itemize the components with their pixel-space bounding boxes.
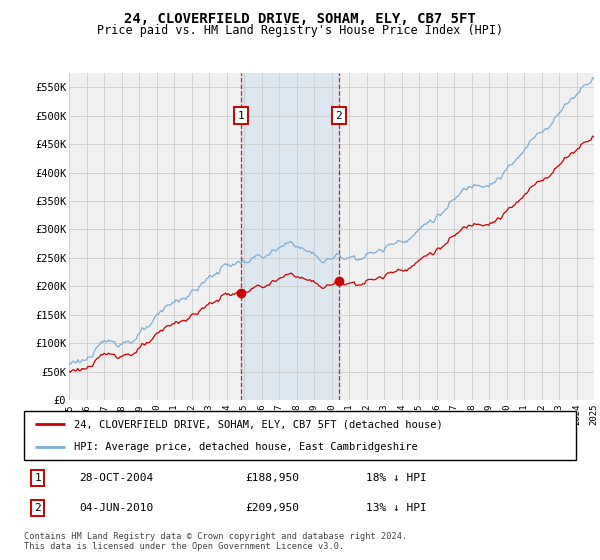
Text: 04-JUN-2010: 04-JUN-2010 bbox=[79, 503, 154, 513]
Text: 18% ↓ HPI: 18% ↓ HPI bbox=[366, 473, 427, 483]
Text: 1: 1 bbox=[34, 473, 41, 483]
Text: Price paid vs. HM Land Registry's House Price Index (HPI): Price paid vs. HM Land Registry's House … bbox=[97, 24, 503, 36]
Text: 24, CLOVERFIELD DRIVE, SOHAM, ELY, CB7 5FT: 24, CLOVERFIELD DRIVE, SOHAM, ELY, CB7 5… bbox=[124, 12, 476, 26]
Text: 1: 1 bbox=[238, 110, 244, 120]
Text: Contains HM Land Registry data © Crown copyright and database right 2024.
This d: Contains HM Land Registry data © Crown c… bbox=[24, 532, 407, 552]
Text: £209,950: £209,950 bbox=[245, 503, 299, 513]
Text: 13% ↓ HPI: 13% ↓ HPI bbox=[366, 503, 427, 513]
Bar bbox=[241, 73, 339, 400]
Text: 28-OCT-2004: 28-OCT-2004 bbox=[79, 473, 154, 483]
Text: 2: 2 bbox=[335, 110, 342, 120]
Text: 2: 2 bbox=[34, 503, 41, 513]
Text: £188,950: £188,950 bbox=[245, 473, 299, 483]
FancyBboxPatch shape bbox=[24, 411, 576, 460]
Text: HPI: Average price, detached house, East Cambridgeshire: HPI: Average price, detached house, East… bbox=[74, 442, 418, 452]
Text: 24, CLOVERFIELD DRIVE, SOHAM, ELY, CB7 5FT (detached house): 24, CLOVERFIELD DRIVE, SOHAM, ELY, CB7 5… bbox=[74, 419, 442, 430]
